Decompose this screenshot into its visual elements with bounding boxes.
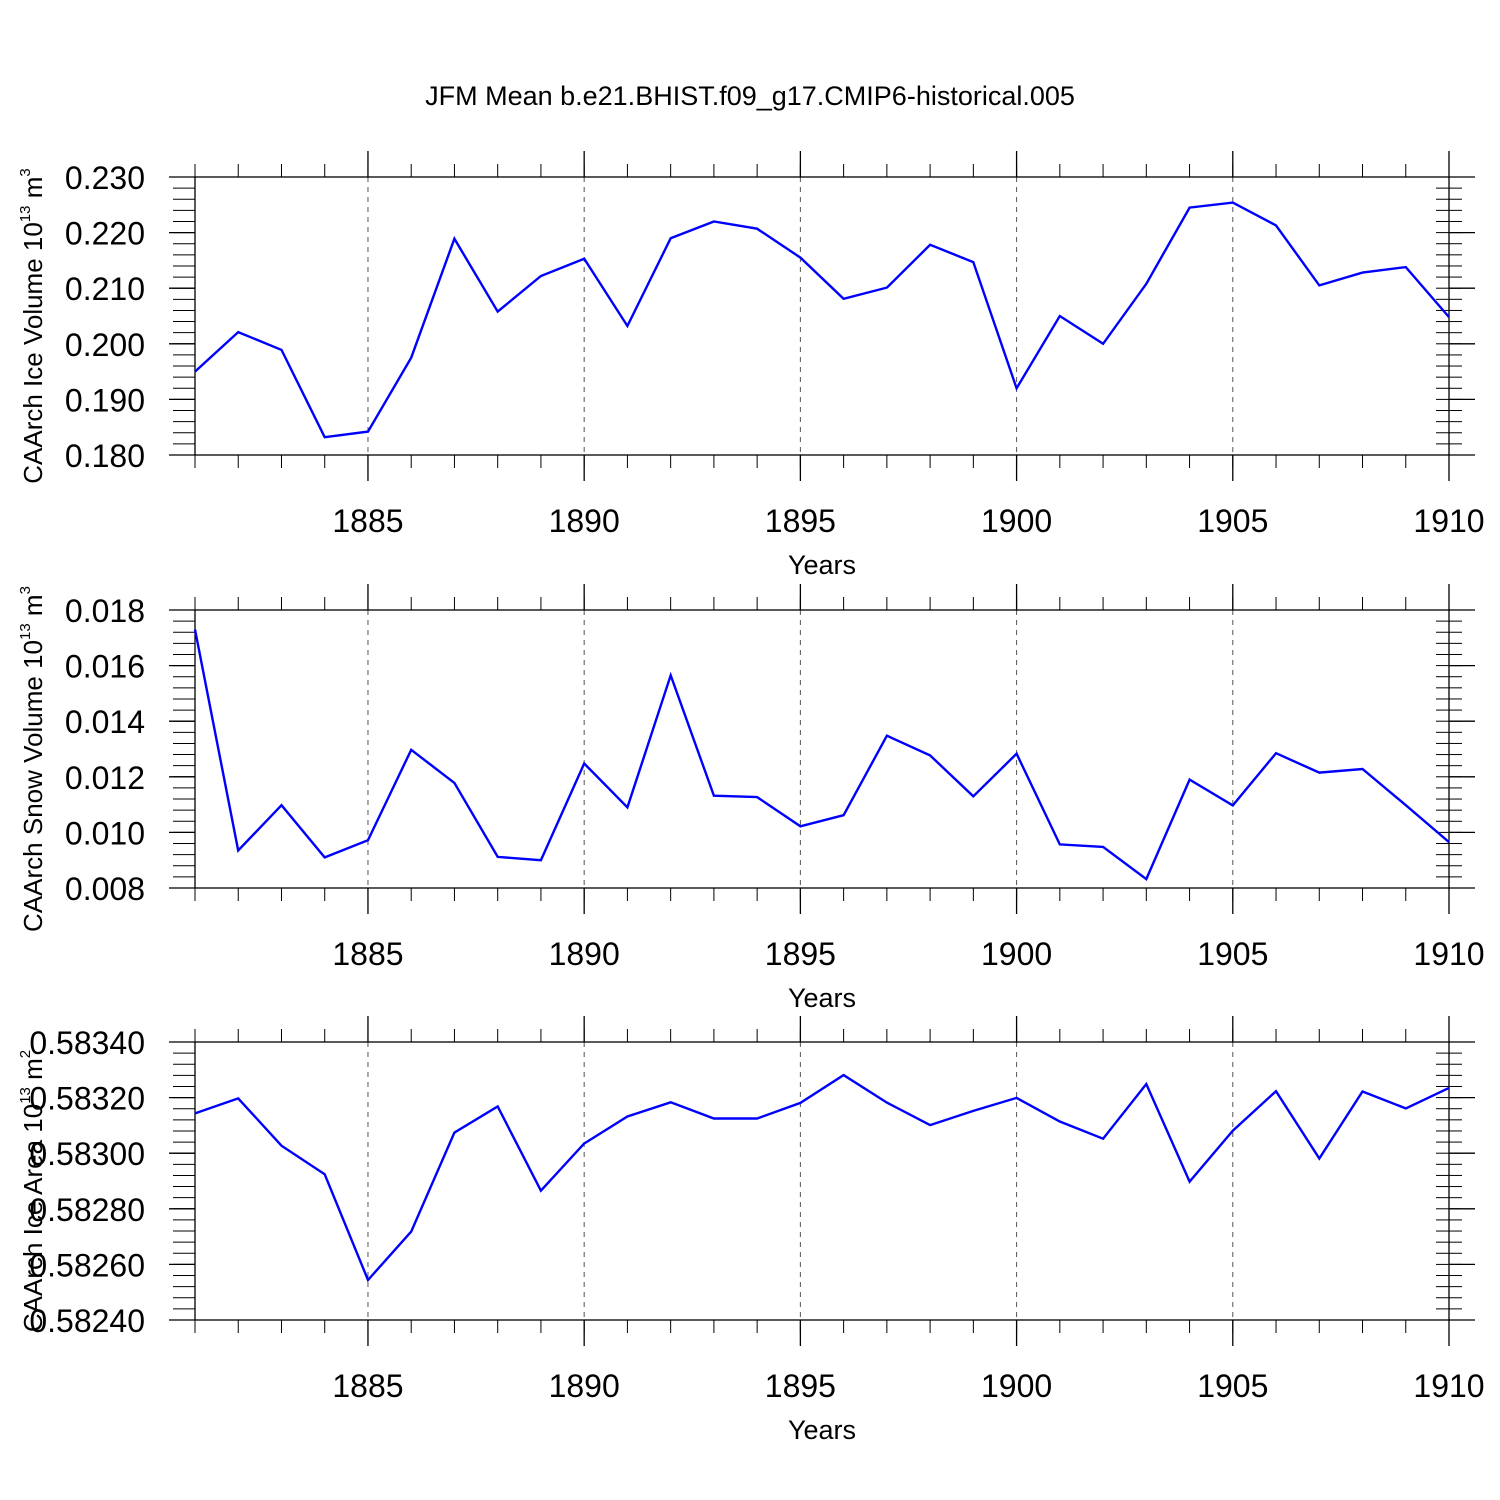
panel-2-y-tick-label: 0.018	[65, 593, 145, 629]
panel-3-y-label-power-base: 10	[18, 1104, 48, 1133]
chart-title: JFM Mean b.e21.BHIST.f09_g17.CMIP6-histo…	[425, 81, 1075, 111]
panel-2-x-axis-label: Years	[788, 983, 856, 1013]
panel-3-y-tick-label: 0.58340	[29, 1025, 145, 1061]
panel-1-y-tick-label: 0.180	[65, 438, 145, 474]
panel-3-y-label-unit: m	[18, 1058, 48, 1080]
panel-3-x-tick-label-1910: 1910	[1413, 1368, 1484, 1404]
panel-2-series-line	[193, 629, 1450, 881]
panel-3-x-tick-label-1885: 1885	[332, 1368, 403, 1404]
panel-3-y-label-gap	[18, 1080, 48, 1087]
panel-3-x-tick-label-1895: 1895	[765, 1368, 836, 1404]
panel-3-y-axis-label: CAArch Ice Area 1013 m2	[17, 1050, 48, 1332]
panel-1-y-label-text: CAArch Ice Volume	[18, 251, 48, 484]
panel-2-frame	[194, 609, 1450, 889]
panel-1-y-axis-label: CAArch Ice Volume 1013 m3	[17, 168, 48, 484]
panel-3-x-axis-label: Years	[788, 1415, 856, 1445]
panel-3-y-tick-label: 0.58320	[29, 1081, 145, 1117]
panel-2-x-tick-label-1900: 1900	[981, 936, 1052, 972]
panel-1-x-tick-label-1905: 1905	[1197, 503, 1268, 539]
panel-3-x-tick-label-1900: 1900	[981, 1368, 1052, 1404]
panel-1-x-tick-label-1890: 1890	[549, 503, 620, 539]
panel-2-x-tick-label-1885: 1885	[332, 936, 403, 972]
panel-2-y-tick-label: 0.016	[65, 649, 145, 685]
panel-1-y-label-power-exp: 13	[17, 205, 34, 222]
panels: 1885 1890 1895 1900 1905 1910 Years 0.180 0.190 0…	[17, 151, 1485, 1445]
panel-1-y-label-unit: m	[18, 177, 48, 199]
panel-3-y-tick-label: 0.58240	[29, 1303, 145, 1339]
panel-2-y-tick-label: 0.010	[65, 815, 145, 851]
panel-1-series-line	[194, 201, 1450, 439]
panel-2-y-label-power-base: 10	[18, 640, 48, 669]
panel-2-x-tick-label-1910: 1910	[1413, 936, 1484, 972]
panel-1-x-tick-label-1910: 1910	[1413, 503, 1484, 539]
panel-2-y-tick-label: 0.014	[65, 704, 145, 740]
panel-2-x-tick-label-1905: 1905	[1197, 936, 1268, 972]
panel-3-series-line	[194, 1073, 1450, 1283]
panel-1-x-tick-label-1885: 1885	[332, 503, 403, 539]
panel-2-y-label-text: CAArch Snow Volume	[18, 669, 48, 932]
panel-3-x-tick-label-1905: 1905	[1197, 1368, 1268, 1404]
panel-3-frame	[194, 1041, 1450, 1321]
panel-3-x-tick-label-1890: 1890	[549, 1368, 620, 1404]
panel-1-y-tick-label: 0.230	[65, 160, 145, 196]
panel-1-y-tick-label: 0.200	[65, 327, 145, 363]
panel-2: 1885 1890 1895 1900 1905 1910 Years 0.008 0.010 0…	[17, 584, 1485, 1013]
panel-1: 1885 1890 1895 1900 1905 1910 Years 0.180 0.190 0…	[17, 151, 1485, 580]
panel-1-x-axis-label: Years	[788, 550, 856, 580]
panel-3: 1885 1890 1895 1900 1905 1910 Years 0.58240 0.58…	[17, 1016, 1485, 1445]
panel-2-y-tick-label: 0.012	[65, 760, 145, 796]
panel-2-x-tick-label-1890: 1890	[549, 936, 620, 972]
panel-1-y-label-power-base: 10	[18, 222, 48, 251]
panel-3-y-label-text: CAArch Ice Area	[18, 1133, 48, 1332]
panel-3-y-label-unit-exp: 2	[17, 1050, 34, 1058]
panel-1-y-tick-label: 0.220	[65, 216, 145, 252]
panel-2-y-tick-label: 0.008	[65, 871, 145, 907]
panel-2-x-tick-label-1895: 1895	[765, 936, 836, 972]
panel-3-y-tick-label: 0.58300	[29, 1136, 145, 1172]
panel-1-x-tick-label-1900: 1900	[981, 503, 1052, 539]
panel-2-y-label-unit-exp: 3	[17, 586, 34, 594]
panel-1-y-tick-label: 0.210	[65, 271, 145, 307]
panel-3-y-tick-label: 0.58280	[29, 1192, 145, 1228]
panel-1-y-tick-label: 0.190	[65, 382, 145, 418]
panel-2-y-axis-label: CAArch Snow Volume 1013 m3	[17, 586, 48, 932]
panel-1-y-label-gap	[18, 198, 48, 205]
panel-1-y-label-unit-exp: 3	[17, 168, 34, 176]
panel-3-y-tick-label: 0.58260	[29, 1247, 145, 1283]
panel-1-x-tick-label-1895: 1895	[765, 503, 836, 539]
panel-2-y-label-power-exp: 13	[17, 623, 34, 640]
panel-3-y-label-power-exp: 13	[17, 1087, 34, 1104]
panel-2-y-label-unit: m	[18, 594, 48, 616]
panel-2-y-label-gap	[18, 616, 48, 623]
